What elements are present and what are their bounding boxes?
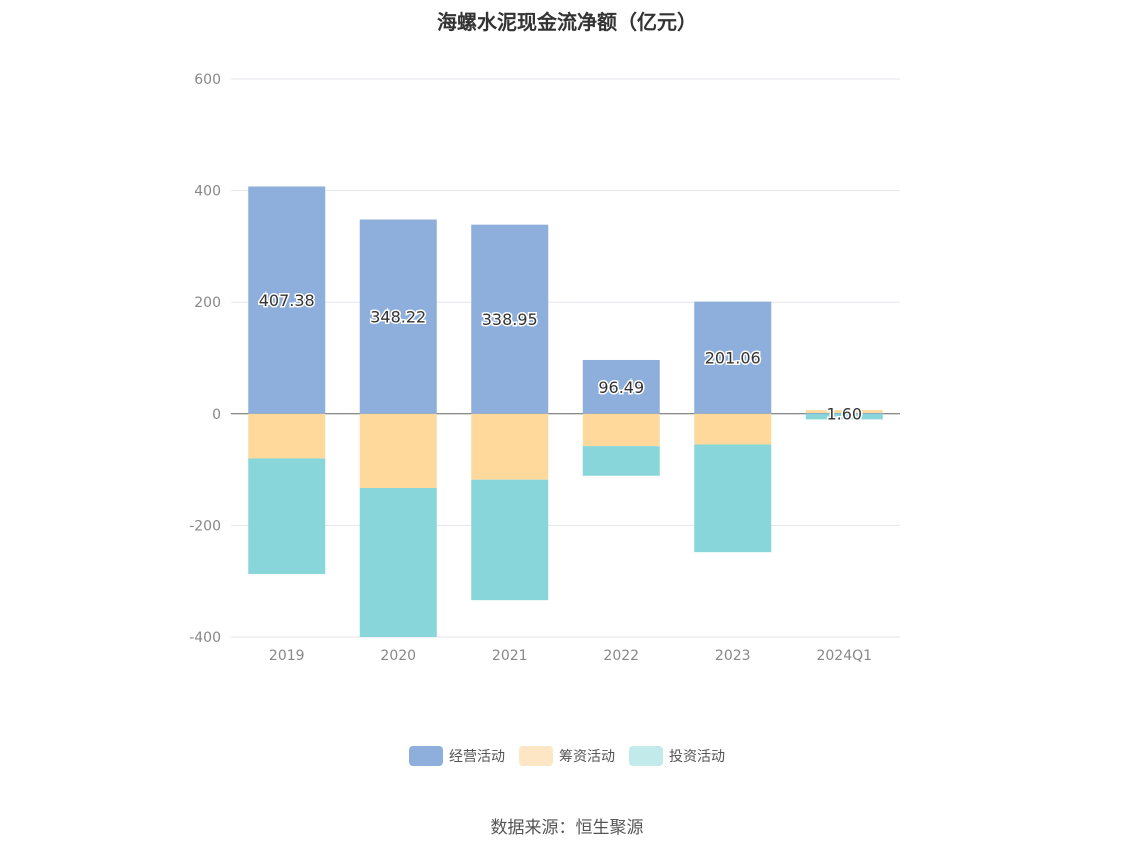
- y-tick-label: -400: [189, 630, 221, 646]
- legend-swatch-financing: [519, 746, 553, 766]
- y-tick-label: 400: [194, 184, 221, 200]
- bar-2024Q1-series-0: [805, 412, 883, 414]
- legend-label-operating: 经营活动: [449, 749, 505, 765]
- bar-2021-series-1: [471, 413, 549, 480]
- data-label: 348.22: [370, 308, 426, 327]
- data-label: 1.60: [826, 404, 862, 423]
- y-tick-label: 600: [194, 72, 221, 88]
- legend-item-financing[interactable]: 筹资活动: [519, 746, 615, 766]
- bar-2020-series-1: [359, 413, 437, 489]
- bar-2020-series-0: [359, 219, 437, 414]
- data-label: 96.49: [598, 378, 644, 397]
- x-tick-label: 2021: [492, 648, 528, 664]
- bar-2023-series-0: [694, 301, 772, 414]
- legend-swatch-operating: [409, 746, 443, 766]
- data-label: 201.06: [705, 349, 761, 368]
- bar-2024Q1-series-1: [805, 410, 883, 413]
- bar-2020-series-2: [359, 488, 437, 637]
- x-tick-label: 2023: [715, 648, 751, 664]
- bar-2022-series-1: [582, 413, 660, 447]
- y-tick-label: -200: [189, 518, 221, 534]
- data-label: 407.38: [259, 291, 315, 310]
- data-source: 数据来源：恒生聚源: [490, 818, 644, 838]
- chart-title: 海螺水泥现金流净额（亿元）: [437, 10, 697, 34]
- bar-2022-series-2: [582, 446, 660, 476]
- y-tick-label: 0: [212, 407, 221, 423]
- legend: 经营活动 筹资活动 投资活动: [0, 746, 1134, 766]
- bar-2019-series-0: [248, 186, 326, 414]
- bar-2021-series-0: [471, 224, 549, 414]
- x-tick-label: 2022: [603, 648, 639, 664]
- bar-2021-series-2: [471, 479, 549, 601]
- legend-item-operating[interactable]: 经营活动: [409, 746, 505, 766]
- x-tick-label: 2020: [380, 648, 416, 664]
- bar-2023-series-2: [694, 444, 772, 553]
- legend-label-investing: 投资活动: [669, 749, 725, 765]
- legend-label-financing: 筹资活动: [559, 749, 615, 765]
- data-label: 338.95: [482, 310, 538, 329]
- legend-item-investing[interactable]: 投资活动: [629, 746, 725, 766]
- x-tick-label: 2024Q1: [816, 648, 872, 664]
- bar-2019-series-1: [248, 413, 326, 459]
- y-tick-label: 200: [194, 295, 221, 311]
- bar-2024Q1-series-2: [805, 413, 883, 420]
- bar-2022-series-0: [582, 359, 660, 414]
- legend-swatch-investing: [629, 746, 663, 766]
- bar-2019-series-2: [248, 458, 326, 574]
- bar-2023-series-1: [694, 413, 772, 445]
- x-tick-label: 2019: [269, 648, 305, 664]
